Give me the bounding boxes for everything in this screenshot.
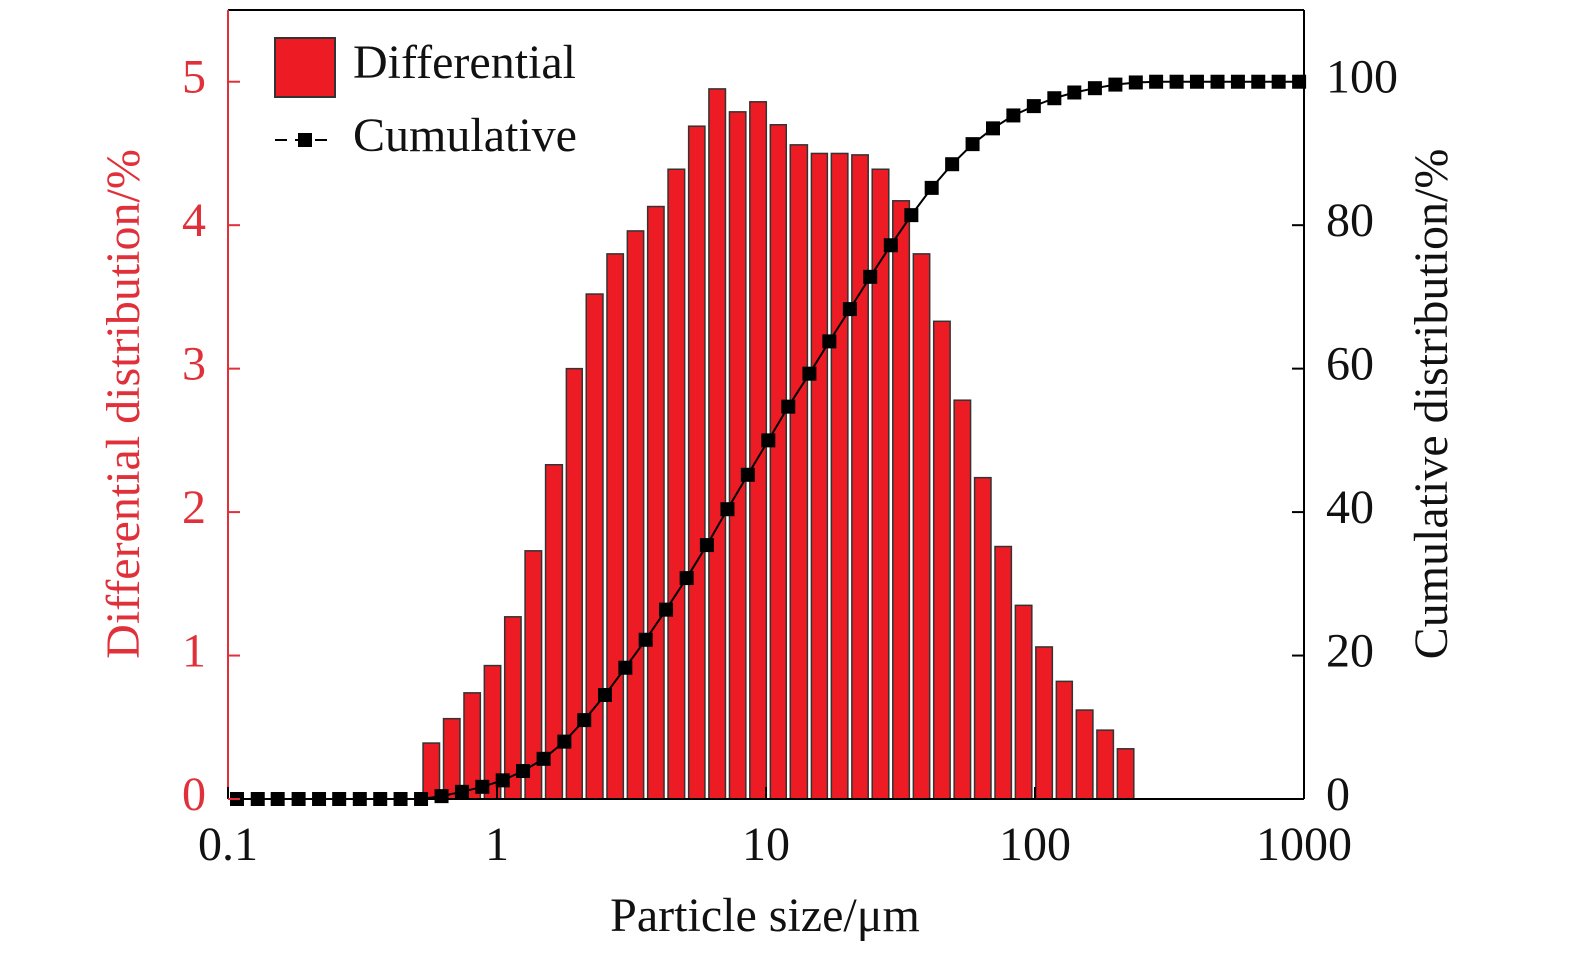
y2-axis-label: Cumulative distribution/%: [1405, 149, 1458, 660]
cumulative-marker: [1047, 91, 1062, 106]
cumulative-marker: [924, 180, 939, 195]
cumulative-marker: [618, 660, 633, 675]
legend-label: Differential: [353, 36, 576, 89]
cumulative-marker: [557, 734, 572, 749]
bar: [708, 88, 727, 800]
bar: [1075, 709, 1094, 800]
bar: [810, 152, 829, 800]
cumulative-marker: [842, 302, 857, 317]
y-axis-label: Differential distribution/%: [97, 149, 150, 659]
y-tick-label: 5: [182, 51, 206, 104]
cumulative-marker: [1189, 74, 1204, 89]
cumulative-marker: [1067, 85, 1082, 100]
cumulative-marker: [740, 467, 755, 482]
cumulative-marker: [781, 399, 796, 414]
x-tick-label: 1: [485, 818, 509, 871]
cumulative-marker: [1006, 108, 1021, 123]
cumulative-marker: [638, 632, 653, 647]
bar: [667, 168, 686, 800]
cumulative-marker: [597, 687, 612, 702]
cumulative-marker: [904, 208, 919, 223]
cumulative-marker: [945, 157, 960, 172]
y2-tick-label: 40: [1326, 481, 1374, 534]
cumulative-marker: [822, 334, 837, 349]
bar: [830, 152, 849, 800]
cumulative-marker: [1149, 74, 1164, 89]
bar: [606, 253, 625, 800]
bar: [912, 253, 931, 800]
bar: [892, 200, 911, 800]
bar: [973, 476, 992, 800]
legend-marker: [298, 133, 312, 147]
bar: [1035, 646, 1054, 800]
cumulative-marker: [985, 121, 1000, 136]
bar: [953, 399, 972, 800]
bar: [728, 111, 747, 800]
cumulative-marker: [659, 602, 674, 617]
x-tick-label: 1000: [1256, 818, 1352, 871]
cumulative-marker: [1271, 74, 1286, 89]
y2-tick-label: 0: [1326, 768, 1350, 821]
bar: [994, 545, 1013, 800]
y-tick-label: 3: [182, 338, 206, 391]
bar: [1116, 748, 1135, 800]
bar: [1014, 604, 1033, 800]
bar: [851, 154, 869, 800]
y-tick-label: 2: [182, 481, 206, 534]
y2-tick-label: 20: [1326, 625, 1374, 678]
cumulative-marker: [1230, 74, 1245, 89]
cumulative-marker: [1251, 74, 1266, 89]
bar: [749, 101, 768, 800]
cumulative-marker: [761, 433, 776, 448]
cumulative-marker: [475, 779, 490, 794]
bar: [769, 124, 788, 800]
cumulative-marker: [720, 502, 735, 517]
bar: [1096, 729, 1115, 800]
cumulative-marker: [965, 137, 980, 152]
cumulative-marker: [1210, 74, 1225, 89]
cumulative-marker: [1026, 99, 1041, 114]
x-tick-label: 0.1: [198, 818, 258, 871]
bar: [646, 205, 665, 800]
x-tick-label: 10: [742, 818, 790, 871]
bar: [789, 144, 809, 800]
cumulative-marker: [454, 784, 469, 799]
cumulative-marker: [516, 764, 531, 779]
legend-label: Cumulative: [353, 109, 577, 162]
cumulative-marker: [434, 789, 449, 804]
cumulative-marker: [699, 538, 714, 553]
bar: [871, 168, 890, 800]
cumulative-marker: [679, 571, 694, 586]
cumulative-marker: [1169, 74, 1184, 89]
bar: [626, 230, 645, 800]
bar: [565, 367, 583, 800]
cumulative-marker: [577, 713, 592, 728]
y2-tick-label: 80: [1326, 194, 1374, 247]
bar: [687, 125, 706, 800]
x-tick-label: 100: [999, 818, 1071, 871]
bar: [932, 320, 951, 800]
cumulative-marker: [1087, 81, 1102, 96]
bar: [1055, 680, 1074, 800]
y2-tick-label: 60: [1326, 338, 1374, 391]
y-tick-label: 1: [182, 625, 206, 678]
y-tick-label: 0: [182, 768, 206, 821]
legend-swatch: [274, 37, 336, 98]
cumulative-marker: [883, 238, 898, 253]
cumulative-marker: [1108, 77, 1123, 92]
x-axis-label: Particle size/μm: [610, 889, 920, 942]
cumulative-marker: [863, 269, 878, 284]
y2-tick-label: 100: [1326, 51, 1398, 104]
y-tick-label: 4: [182, 194, 206, 247]
bar: [544, 464, 564, 800]
cumulative-marker: [802, 366, 817, 381]
cumulative-marker: [536, 751, 551, 766]
cumulative-marker: [1128, 75, 1143, 90]
cumulative-marker: [495, 773, 510, 788]
